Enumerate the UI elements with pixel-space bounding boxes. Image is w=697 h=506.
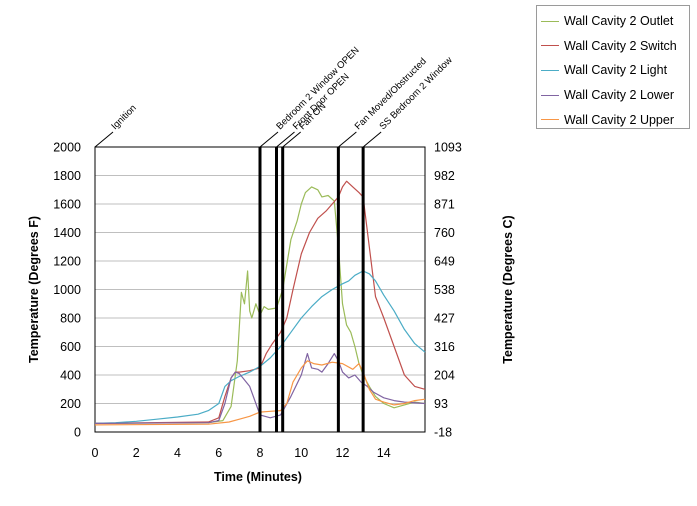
legend-label: Wall Cavity 2 Switch — [564, 38, 677, 53]
y-tick-label: 1400 — [53, 226, 81, 240]
y-tick-label: 1800 — [53, 169, 81, 183]
y2-tick-label: -18 — [434, 426, 452, 440]
event-leader — [338, 131, 357, 148]
legend-swatch — [541, 119, 559, 121]
y2-tick-label: 871 — [434, 198, 455, 212]
y-tick-label: 0 — [74, 426, 81, 440]
y2-tick-label: 982 — [434, 169, 455, 183]
legend-swatch — [541, 45, 559, 47]
legend-item: Wall Cavity 2 Light — [541, 58, 689, 83]
legend-item: Wall Cavity 2 Lower — [541, 83, 689, 108]
legend-label: Wall Cavity 2 Light — [564, 63, 668, 78]
y2-tick-label: 760 — [434, 226, 455, 240]
y2-axis-ticks: -18 93 204 316 427 538 649 760 871 982 1093 — [434, 141, 462, 440]
y-tick-label: 400 — [60, 369, 81, 383]
series-line — [94, 270, 426, 424]
y2-axis-title: Temperature (Degrees C) — [501, 215, 515, 363]
series-line — [94, 360, 426, 426]
legend-label: Wall Cavity 2 Upper — [564, 112, 674, 127]
x-axis-ticks: 0 2 4 6 8 10 12 14 — [92, 446, 391, 460]
legend-item: Wall Cavity 2 Outlet — [541, 9, 689, 34]
event-leader — [282, 131, 302, 148]
legend-item: Wall Cavity 2 Switch — [541, 34, 689, 59]
legend-label: Wall Cavity 2 Lower — [564, 88, 674, 103]
legend-swatch — [541, 94, 559, 96]
x-tick-label: 14 — [377, 446, 391, 460]
x-axis-title: Time (Minutes) — [214, 470, 302, 484]
y-tick-label: 600 — [60, 340, 81, 354]
x-tick-label: 12 — [336, 446, 350, 460]
event-leader — [362, 131, 382, 148]
event-leader — [276, 131, 295, 148]
legend-swatch — [541, 69, 559, 71]
x-tick-label: 0 — [92, 446, 99, 460]
x-tick-label: 8 — [257, 446, 264, 460]
y-tick-label: 1600 — [53, 198, 81, 212]
y-tick-label: 2000 — [53, 141, 81, 155]
y2-tick-label: 427 — [434, 312, 455, 326]
legend-label: Wall Cavity 2 Outlet — [564, 14, 674, 29]
y-tick-label: 1000 — [53, 283, 81, 297]
x-tick-label: 10 — [294, 446, 308, 460]
y2-tick-label: 316 — [434, 340, 455, 354]
legend: Wall Cavity 2 Outlet Wall Cavity 2 Switch… — [536, 5, 690, 129]
y2-tick-label: 1093 — [434, 141, 462, 155]
y-axis-ticks: 0 200 400 600 800 1000 1200 1400 1600 1800 2000 — [53, 141, 81, 440]
x-tick-label: 4 — [174, 446, 181, 460]
y2-tick-label: 93 — [434, 397, 448, 411]
legend-item: Wall Cavity 2 Upper — [541, 107, 689, 132]
y-tick-label: 800 — [60, 312, 81, 326]
y-axis-title: Temperature (Degrees F) — [27, 216, 41, 363]
y-tick-label: 1200 — [53, 255, 81, 269]
event-leader — [259, 131, 279, 148]
event-label: Ignition — [109, 103, 138, 132]
x-tick-label: 6 — [215, 446, 222, 460]
y2-tick-label: 204 — [434, 369, 455, 383]
y2-tick-label: 538 — [434, 283, 455, 297]
event-label: Bedroom 2 Window OPEN — [274, 45, 361, 132]
x-tick-label: 2 — [133, 446, 140, 460]
series-layer — [94, 180, 426, 426]
event-leader — [94, 131, 114, 148]
legend-swatch — [541, 20, 559, 22]
y2-tick-label: 649 — [434, 255, 455, 269]
y-tick-label: 200 — [60, 397, 81, 411]
